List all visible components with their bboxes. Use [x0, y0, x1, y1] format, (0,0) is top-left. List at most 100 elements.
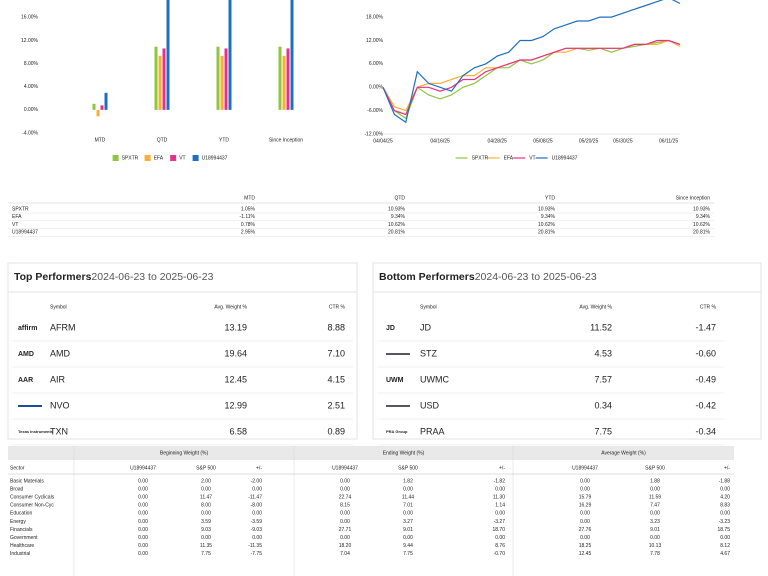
bar: [104, 92, 108, 110]
legend-label: EFA: [154, 155, 164, 161]
table-cell: 9.44: [403, 543, 413, 549]
weight: 0.34: [594, 400, 612, 410]
table-cell: 11.59: [649, 495, 661, 501]
table-cell: 0.00: [138, 543, 148, 549]
legend-label: SPXTR: [122, 155, 139, 161]
logo: [18, 405, 42, 407]
legend-swatch: [112, 155, 119, 161]
table-cell: 0.00: [495, 511, 505, 517]
ctr: -0.42: [695, 400, 716, 410]
x-tick-label: 05/08/25: [533, 138, 553, 144]
table-cell: 20.81%: [693, 230, 711, 236]
column-header: +/-: [724, 465, 730, 471]
table-cell: Consumer Cyclicals: [10, 495, 55, 501]
symbol: PRAA: [420, 426, 445, 436]
column-header: U18994437: [572, 465, 598, 471]
table-cell: 0.00: [650, 511, 660, 517]
table-cell: 2.00: [201, 478, 211, 484]
weight: 7.75: [594, 426, 612, 436]
column-header: Avg. Weight %: [214, 304, 247, 310]
symbol: AMD: [50, 348, 71, 358]
x-tick-label: 04/04/25: [373, 138, 393, 144]
legend-label: VT: [529, 155, 535, 161]
column-header: +/-: [499, 465, 505, 471]
table-cell: 0.00: [138, 486, 148, 492]
table-cell: -1.88: [719, 478, 731, 484]
table-cell: Industrial: [10, 551, 30, 557]
table-cell: 7.78: [650, 551, 660, 557]
table-cell: 0.00: [720, 511, 730, 517]
table-cell: -0.70: [494, 551, 506, 557]
x-tick-label: 06/11/25: [659, 138, 678, 144]
column-header: Symbol: [50, 304, 67, 310]
logo: affirm: [18, 325, 37, 332]
table-cell: Consumer Non-Cyc: [10, 503, 54, 509]
logo: PRA Group: [386, 429, 408, 434]
table-cell: 0.00: [138, 527, 148, 533]
table-header: MTD: [244, 195, 255, 201]
table-header: YTD: [545, 195, 555, 201]
table-header: Since Inception: [676, 195, 710, 201]
bar: [282, 55, 286, 110]
title: Top Performers: [14, 271, 92, 283]
line-series: [382, 39, 681, 116]
table-cell: 0.00: [720, 535, 730, 541]
column-header: Sector: [10, 465, 25, 471]
ctr: 4.15: [327, 374, 345, 384]
table-cell: 10.93%: [693, 206, 711, 212]
table-cell: 10.93%: [538, 206, 556, 212]
table-cell: SPXTR: [12, 206, 29, 212]
logo: [386, 353, 410, 355]
table-cell: 22.74: [339, 495, 352, 501]
legend-label: VT: [179, 155, 185, 161]
legend-label: SPXTR: [472, 155, 489, 161]
table-cell: 3.23: [650, 519, 660, 525]
table-cell: 8.83: [720, 503, 730, 509]
y-tick-label: 12.00%: [21, 38, 39, 44]
panel-title: Bottom Performers2024-06-23 to 2025-06-2…: [379, 271, 597, 283]
table-cell: 10.62%: [538, 222, 556, 228]
table-cell: 0.00: [138, 519, 148, 525]
table-cell: 9.03: [201, 527, 211, 533]
ctr: 2.51: [327, 400, 345, 410]
table-cell: 0.00: [138, 551, 148, 557]
table-cell: 9.01: [650, 527, 660, 533]
bar: [290, 0, 294, 110]
table-cell: 11.35: [200, 543, 212, 549]
x-tick-label: YTD: [219, 137, 229, 143]
legend-swatch: [170, 155, 177, 161]
column-header: Avg. Weight %: [579, 304, 612, 310]
ctr: 8.88: [327, 322, 345, 332]
table-cell: 20.81%: [388, 230, 406, 236]
table-cell: 18.25: [579, 543, 592, 549]
table-cell: 4.67: [720, 551, 730, 557]
table-cell: 8.76: [495, 543, 505, 549]
table-cell: 0.00: [580, 478, 590, 484]
weight: 11.52: [590, 322, 612, 332]
table-cell: 0.00: [252, 535, 262, 541]
table-cell: 20.81%: [538, 230, 556, 236]
logo: JD: [386, 325, 395, 332]
table-cell: 0.00: [138, 503, 148, 509]
weight: 13.19: [224, 322, 247, 332]
table-cell: -1.11%: [240, 214, 256, 220]
bar: [166, 0, 170, 110]
symbol: TXN: [50, 426, 68, 436]
table-cell: Basic Materials: [10, 478, 44, 484]
weight: 19.64: [224, 348, 247, 358]
symbol: JD: [420, 322, 432, 332]
x-tick-label: 04/16/25: [430, 138, 450, 144]
logo: Texas Instruments: [18, 429, 54, 434]
table-cell: 0.00: [495, 486, 505, 492]
legend-label: U18994437: [552, 155, 578, 161]
column-header: CTR %: [329, 304, 346, 310]
table-cell: -3.27: [494, 519, 506, 525]
table-cell: 4.20: [720, 495, 730, 501]
column-header: S&P 500: [398, 465, 418, 471]
table-cell: Healthcare: [10, 543, 34, 549]
panel-title: Top Performers2024-06-23 to 2025-06-23: [14, 271, 214, 283]
logo: AAR: [18, 377, 33, 384]
table-cell: -3.23: [719, 519, 731, 525]
table-cell: 7.04: [340, 551, 350, 557]
